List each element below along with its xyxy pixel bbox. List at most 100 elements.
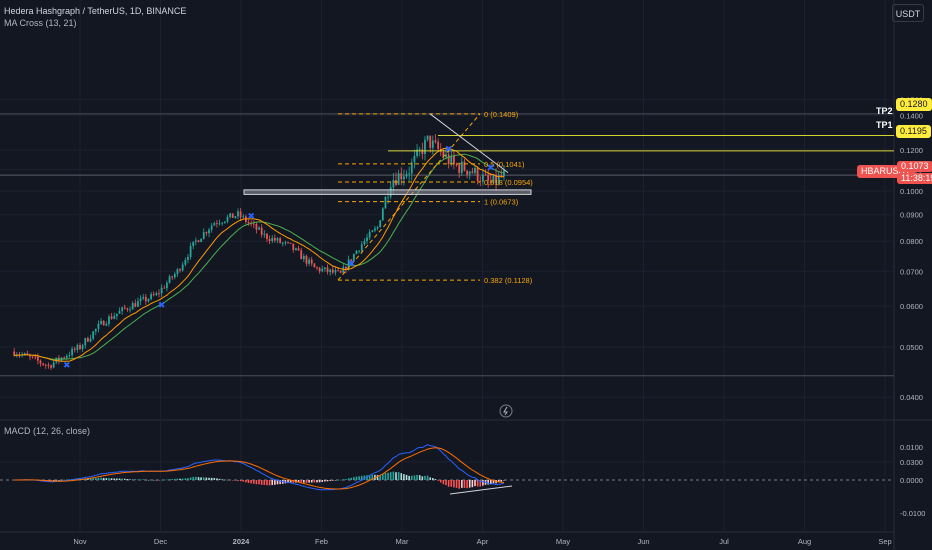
candle-body — [281, 242, 284, 244]
candle-body — [105, 323, 108, 326]
tp2-label: TP2 — [876, 106, 893, 116]
fib-level-label: 0 (0.1409) — [484, 110, 519, 119]
macd-bar — [116, 478, 118, 480]
candle-body — [289, 242, 292, 244]
candle-body — [65, 355, 68, 358]
candle-body — [352, 253, 355, 261]
candle-body — [179, 269, 181, 271]
macd-bar — [455, 480, 458, 488]
candle-body — [476, 167, 479, 182]
candle-body — [52, 362, 55, 368]
candle-body — [213, 223, 216, 226]
candle-body — [368, 232, 371, 238]
candle-body — [366, 237, 368, 242]
macd-bar — [468, 480, 471, 488]
macd-bar — [176, 478, 179, 480]
candle-body — [350, 259, 353, 261]
macd-bar — [474, 480, 476, 487]
macd-bar — [303, 480, 305, 483]
candle-body — [84, 338, 87, 346]
macd-bar — [292, 480, 295, 483]
macd-bar — [360, 475, 363, 480]
candle-body — [181, 264, 184, 271]
candle-body — [324, 267, 326, 269]
macd-bar — [208, 477, 210, 480]
macd-bar — [487, 480, 489, 485]
candle-body — [155, 293, 158, 296]
candle-body — [308, 259, 310, 264]
candle-body — [131, 303, 134, 310]
ma-cross-marker: ✖ — [158, 301, 166, 311]
x-tick-label: Feb — [315, 537, 328, 546]
candle-body — [171, 276, 174, 278]
candle-body — [218, 223, 221, 225]
candle-body — [437, 141, 440, 149]
macd-bar — [426, 475, 429, 480]
candle-body — [424, 139, 426, 155]
macd-tick-label: 0.0100 — [900, 443, 923, 452]
support-zone-box — [243, 189, 532, 195]
macd-bar — [95, 478, 97, 480]
macd-bar — [189, 477, 192, 480]
candle-body — [255, 224, 258, 230]
macd-bar — [155, 479, 158, 481]
macd-bar — [411, 475, 413, 480]
candle-body — [44, 364, 47, 366]
macd-bar — [503, 480, 505, 481]
ma-cross-marker: ✖ — [247, 212, 255, 222]
fib-level-label: 0.382 (0.1128) — [484, 276, 533, 285]
candle-body — [173, 273, 176, 278]
candle-body — [376, 227, 379, 229]
macd-line — [14, 444, 505, 491]
macd-bar — [442, 480, 445, 485]
tp1-price-tag: 0.1195 — [896, 125, 931, 138]
lightning-icon — [499, 404, 513, 418]
macd-bar — [355, 476, 358, 480]
candle-body — [39, 360, 42, 364]
candle-body — [358, 250, 361, 252]
macd-bar — [342, 479, 345, 480]
macd-bar — [337, 479, 339, 481]
macd-bar — [321, 480, 324, 482]
macd-bar — [121, 478, 123, 480]
macd-bar — [160, 479, 163, 481]
macd-bar — [497, 480, 500, 483]
candle-body — [474, 167, 476, 173]
candle-body — [458, 165, 461, 173]
macd-bar — [334, 480, 337, 481]
macd-bar — [439, 480, 442, 483]
macd-bar — [368, 474, 371, 480]
y-tick-label: 0.0300 — [900, 458, 923, 467]
candle-body — [23, 353, 26, 355]
candle-body — [313, 263, 316, 268]
macd-bar — [89, 478, 92, 480]
macd-bar — [466, 480, 468, 489]
macd-bar — [242, 480, 245, 482]
macd-bar — [345, 479, 347, 480]
macd-bar — [100, 477, 102, 480]
candle-body — [429, 135, 432, 148]
candle-body — [408, 173, 411, 175]
currency-unit-button[interactable]: USDT — [892, 4, 924, 22]
macd-bar — [308, 480, 310, 483]
candle-body — [81, 345, 84, 349]
macd-bar — [137, 479, 139, 481]
candle-body — [108, 316, 110, 324]
candle-body — [468, 171, 471, 175]
macd-bar — [55, 480, 58, 481]
candle-body — [331, 269, 334, 273]
macd-bar — [197, 477, 200, 480]
candle-body — [466, 170, 468, 175]
macd-bar — [63, 479, 65, 481]
candle-body — [208, 229, 210, 234]
macd-bar — [324, 480, 326, 482]
candle-body — [413, 155, 416, 163]
candle-body — [455, 163, 458, 166]
macd-bar — [76, 478, 79, 480]
candle-body — [237, 211, 239, 217]
macd-bar — [168, 479, 171, 480]
candle-body — [210, 225, 213, 230]
macd-bar — [389, 472, 392, 480]
y-tick-label: 0.0700 — [900, 267, 923, 276]
